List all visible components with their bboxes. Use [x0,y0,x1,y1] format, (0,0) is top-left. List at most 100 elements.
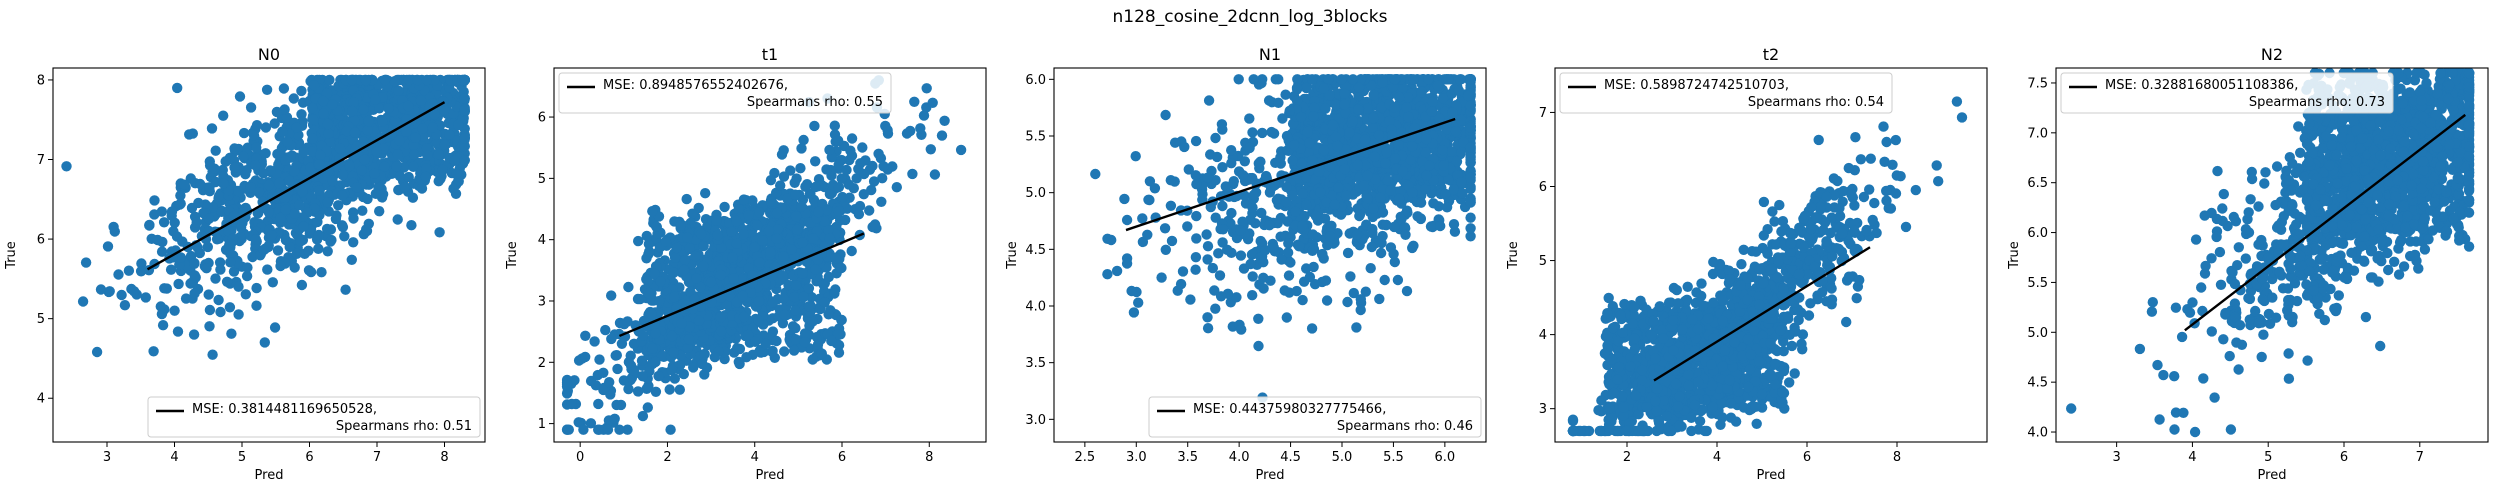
data-point [347,105,358,117]
data-point [1377,184,1389,195]
data-point [203,289,214,300]
data-point [402,100,414,112]
data-point [327,99,338,110]
data-point [140,292,151,303]
data-point [444,129,455,140]
data-point [901,128,913,139]
data-point [1239,190,1250,201]
data-point [453,119,464,131]
data-point [1260,170,1272,182]
data-point [166,206,178,217]
data-point [846,150,858,161]
data-point [1428,198,1439,209]
data-point [91,346,103,358]
data-point [362,193,373,205]
data-point [1420,147,1431,158]
data-point [218,178,229,189]
data-point [1191,179,1202,190]
data-point [1244,142,1255,154]
data-point [1389,256,1401,268]
data-point [1446,146,1457,157]
data-point [177,236,188,247]
data-point [836,262,847,274]
data-point [799,337,810,348]
data-point [1456,177,1467,188]
data-point [637,330,649,341]
data-point [392,149,404,160]
data-point [149,195,160,206]
data-point [305,162,316,173]
data-point [194,178,206,190]
data-point [1415,197,1427,208]
data-point [225,238,236,250]
data-point [250,160,261,171]
data-point [156,308,168,320]
data-point [1191,210,1202,222]
x-tick-label: 5 [238,450,246,465]
y-tick-label: 4 [37,392,45,407]
data-point [878,161,889,172]
data-point [1403,111,1414,123]
data-point [1358,180,1370,191]
data-point [229,143,240,154]
data-point [693,315,705,326]
data-point [1453,85,1465,96]
data-point [614,424,625,435]
data-point [927,97,938,109]
data-point [731,238,742,249]
data-point [420,171,432,182]
data-point [1236,324,1247,335]
data-point [1201,229,1212,240]
data-point [1253,313,1264,324]
data-point [228,266,240,277]
data-point [218,171,229,182]
data-point [1341,190,1352,201]
data-point [600,324,611,336]
data-point [682,342,694,353]
data-point [278,83,290,94]
data-point [767,297,779,308]
data-point [778,251,789,262]
data-point [604,377,615,388]
data-point [810,264,821,275]
data-point [812,254,824,265]
data-point [1303,147,1314,158]
data-point [1287,155,1298,166]
data-point [324,136,336,147]
y-tick-label: 1 [538,417,546,432]
data-point [700,188,711,199]
data-point [1102,269,1113,280]
data-point [1367,227,1378,239]
data-point [229,162,240,173]
data-point [1235,225,1246,236]
fit-line [618,232,865,338]
data-point [857,142,868,153]
data-point [307,114,319,125]
data-point [736,273,747,285]
data-point [747,195,758,206]
data-point [324,74,335,86]
data-point [1185,294,1196,305]
data-point [1301,199,1312,211]
data-point [275,212,286,224]
data-point [434,227,445,238]
data-point [1465,231,1476,242]
data-point [169,305,180,316]
data-point [1367,122,1378,133]
data-point [649,268,660,280]
data-point [1362,170,1373,181]
data-point [734,343,746,355]
data-point [1215,291,1227,302]
data-point [666,330,678,342]
data-point [765,196,776,207]
data-point [918,110,930,121]
data-point [313,159,325,170]
data-point [1348,287,1360,299]
y-axis-label: True [505,241,520,270]
data-point [188,329,200,340]
data-point [738,311,750,323]
data-point [1451,156,1463,167]
y-tick-label: 6 [37,233,45,248]
data-point [788,345,800,356]
